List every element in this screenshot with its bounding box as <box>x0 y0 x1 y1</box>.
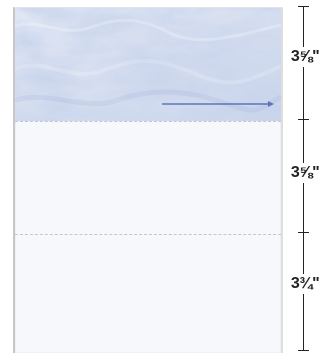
right-arrow-icon <box>268 101 274 107</box>
marble-pattern-graphic <box>15 8 281 121</box>
section-measurement-bottom: 3¾" <box>283 274 327 294</box>
measurement-tick <box>298 6 309 7</box>
measurement-tick <box>298 119 309 120</box>
top-marble-band <box>15 8 281 121</box>
perforation-line <box>15 234 281 235</box>
perforation-line <box>15 121 281 122</box>
check-paper-sheet <box>13 7 283 353</box>
measurement-tick <box>298 232 309 233</box>
section-measurement-middle: 3⅝" <box>283 163 327 183</box>
section-measurement-top: 3⅝" <box>283 47 327 67</box>
measurement-tick <box>298 350 309 351</box>
